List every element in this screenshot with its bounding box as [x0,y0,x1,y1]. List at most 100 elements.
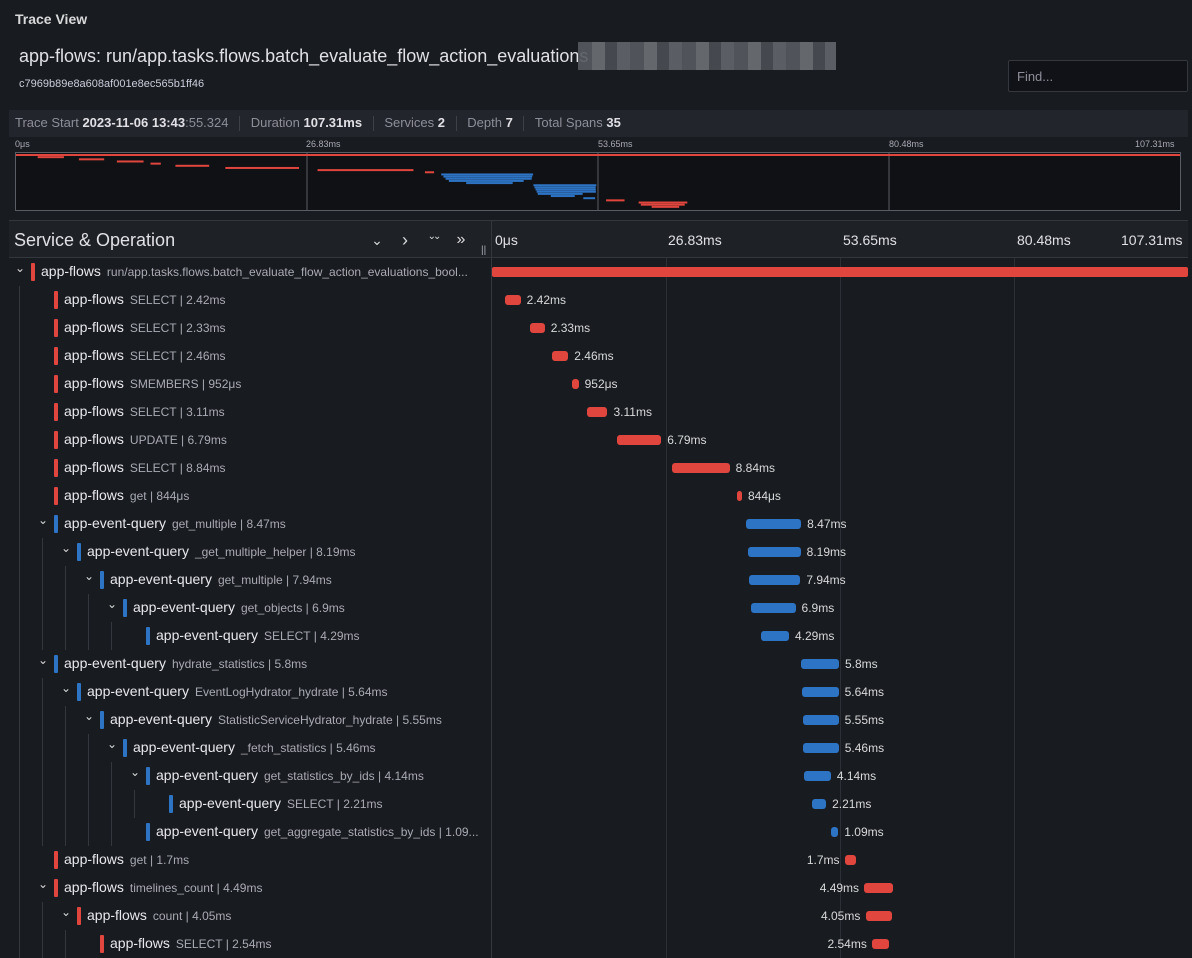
span-timeline-cell[interactable]: 6.9ms [492,594,1188,622]
span-name-cell[interactable]: ⌄ app-event-query get_statistics_by_ids | … [9,762,491,790]
span-bar[interactable] [747,547,801,557]
expand-all-button[interactable]: » [456,231,466,248]
span-timeline-cell[interactable]: 1.09ms [492,818,1188,846]
span-row[interactable]: ⌄ app-event-query _get_multiple_helper | 8… [9,538,1188,566]
span-row[interactable]: app-flows SELECT | 8.84ms 8.84ms [9,454,1188,482]
span-row[interactable]: ⌄ app-event-query get_statistics_by_ids | … [9,762,1188,790]
span-row[interactable]: ⌄ app-flows timelines_count | 4.49ms 4.49ms [9,874,1188,902]
span-row[interactable]: ⌄ app-event-query get_multiple | 7.94ms 7.9… [9,566,1188,594]
span-bar[interactable] [865,911,892,921]
span-row[interactable]: app-flows UPDATE | 6.79ms 6.79ms [9,426,1188,454]
span-row[interactable]: ⌄ app-event-query _fetch_statistics | 5.46… [9,734,1188,762]
span-timeline-cell[interactable]: 4.05ms [492,902,1188,930]
span-bar[interactable] [736,491,742,501]
span-bar[interactable] [492,267,1188,277]
expand-chevron-icon[interactable]: ⌄ [14,261,26,275]
find-input[interactable] [1008,60,1188,92]
span-name-cell[interactable]: app-event-query SELECT | 4.29ms [9,622,491,650]
span-timeline-cell[interactable]: 8.19ms [492,538,1188,566]
span-row[interactable]: app-event-query get_aggregate_statistics_… [9,818,1188,846]
span-bar[interactable] [552,351,569,361]
span-name-cell[interactable]: app-flows SMEMBERS | 952μs [9,370,491,398]
span-name-cell[interactable]: app-flows SELECT | 8.84ms [9,454,491,482]
span-timeline-cell[interactable]: 3.11ms [492,398,1188,426]
span-row[interactable]: ⌄ app-event-query get_multiple | 8.47ms 8.4… [9,510,1188,538]
span-timeline-cell[interactable]: 6.79ms [492,426,1188,454]
span-row[interactable]: app-event-query SELECT | 2.21ms 2.21ms [9,790,1188,818]
span-bar[interactable] [802,715,839,725]
span-timeline-cell[interactable]: 4.14ms [492,762,1188,790]
span-name-cell[interactable]: app-flows SELECT | 3.11ms [9,398,491,426]
span-bar[interactable] [504,295,521,305]
span-timeline-cell[interactable] [492,258,1188,286]
span-timeline-cell[interactable]: 8.47ms [492,510,1188,538]
span-name-cell[interactable]: app-event-query SELECT | 2.21ms [9,790,491,818]
span-name-cell[interactable]: ⌄ app-flows run/app.tasks.flows.batch_eval… [9,258,491,286]
span-timeline-cell[interactable]: 5.8ms [492,650,1188,678]
expand-chevron-icon[interactable]: ⌄ [37,877,49,891]
span-timeline-cell[interactable]: 2.54ms [492,930,1188,958]
span-name-cell[interactable]: ⌄ app-event-query _get_multiple_helper | 8… [9,538,491,566]
span-timeline-cell[interactable]: 8.84ms [492,454,1188,482]
span-name-cell[interactable]: app-flows get | 1.7ms [9,846,491,874]
span-row[interactable]: ⌄ app-event-query EventLogHydrator_hydrate… [9,678,1188,706]
span-name-cell[interactable]: ⌄ app-event-query get_multiple | 7.94ms [9,566,491,594]
expand-chevron-icon[interactable]: ⌄ [60,541,72,555]
span-row[interactable]: ⌄ app-event-query hydrate_statistics | 5.8… [9,650,1188,678]
span-bar[interactable] [864,883,894,893]
span-timeline-cell[interactable]: 2.46ms [492,342,1188,370]
span-bar[interactable] [748,575,801,585]
span-timeline-cell[interactable]: 5.46ms [492,734,1188,762]
span-bar[interactable] [617,435,662,445]
span-row[interactable]: app-event-query SELECT | 4.29ms 4.29ms [9,622,1188,650]
span-timeline-cell[interactable]: 5.64ms [492,678,1188,706]
span-name-cell[interactable]: ⌄ app-event-query hydrate_statistics | 5.8… [9,650,491,678]
column-resize-handle[interactable]: || [481,245,487,256]
minimap-canvas[interactable] [15,152,1181,211]
span-name-cell[interactable]: ⌄ app-event-query _fetch_statistics | 5.46… [9,734,491,762]
span-name-cell[interactable]: app-flows UPDATE | 6.79ms [9,426,491,454]
span-name-cell[interactable]: app-flows SELECT | 2.33ms [9,314,491,342]
span-timeline-cell[interactable]: 7.94ms [492,566,1188,594]
span-row[interactable]: ⌄ app-event-query get_objects | 6.9ms 6.9ms [9,594,1188,622]
span-bar[interactable] [587,407,608,417]
span-row[interactable]: ⌄ app-flows run/app.tasks.flows.batch_eval… [9,258,1188,286]
span-timeline-cell[interactable]: 2.21ms [492,790,1188,818]
expand-chevron-icon[interactable]: ⌄ [106,737,118,751]
span-bar[interactable] [803,771,831,781]
span-timeline-cell[interactable]: 2.42ms [492,286,1188,314]
span-row[interactable]: app-flows get | 844μs 844μs [9,482,1188,510]
span-name-cell[interactable]: ⌄ app-event-query EventLogHydrator_hydrate… [9,678,491,706]
span-bar[interactable] [811,799,827,809]
span-row[interactable]: app-flows SELECT | 2.46ms 2.46ms [9,342,1188,370]
span-timeline-cell[interactable]: 844μs [492,482,1188,510]
span-timeline-cell[interactable]: 5.55ms [492,706,1188,734]
expand-one-button[interactable]: › [402,230,408,250]
collapse-one-button[interactable]: ⌄ [371,232,383,248]
expand-chevron-icon[interactable]: ⌄ [106,597,118,611]
span-name-cell[interactable]: ⌄ app-event-query get_multiple | 8.47ms [9,510,491,538]
span-bar[interactable] [672,463,730,473]
span-row[interactable]: app-flows SMEMBERS | 952μs 952μs [9,370,1188,398]
span-name-cell[interactable]: app-flows SELECT | 2.46ms [9,342,491,370]
span-bar[interactable] [802,687,839,697]
span-name-cell[interactable]: ⌄ app-event-query StatisticServiceHydrator… [9,706,491,734]
span-timeline-cell[interactable]: 2.33ms [492,314,1188,342]
span-name-cell[interactable]: ⌄ app-flows count | 4.05ms [9,902,491,930]
span-row[interactable]: ⌄ app-event-query StatisticServiceHydrator… [9,706,1188,734]
collapse-all-button[interactable]: ⌄⌄ [427,231,442,242]
span-bar[interactable] [831,827,839,837]
expand-chevron-icon[interactable]: ⌄ [83,709,95,723]
span-timeline-cell[interactable]: 952μs [492,370,1188,398]
expand-chevron-icon[interactable]: ⌄ [83,569,95,583]
expand-chevron-icon[interactable]: ⌄ [60,905,72,919]
span-bar[interactable] [844,855,856,865]
span-row[interactable]: app-flows SELECT | 2.33ms 2.33ms [9,314,1188,342]
expand-chevron-icon[interactable]: ⌄ [37,513,49,527]
span-name-cell[interactable]: ⌄ app-flows timelines_count | 4.49ms [9,874,491,902]
span-bar[interactable] [572,379,579,389]
span-bar[interactable] [801,659,839,669]
span-name-cell[interactable]: app-flows get | 844μs [9,482,491,510]
span-bar[interactable] [803,743,839,753]
span-timeline-cell[interactable]: 4.49ms [492,874,1188,902]
